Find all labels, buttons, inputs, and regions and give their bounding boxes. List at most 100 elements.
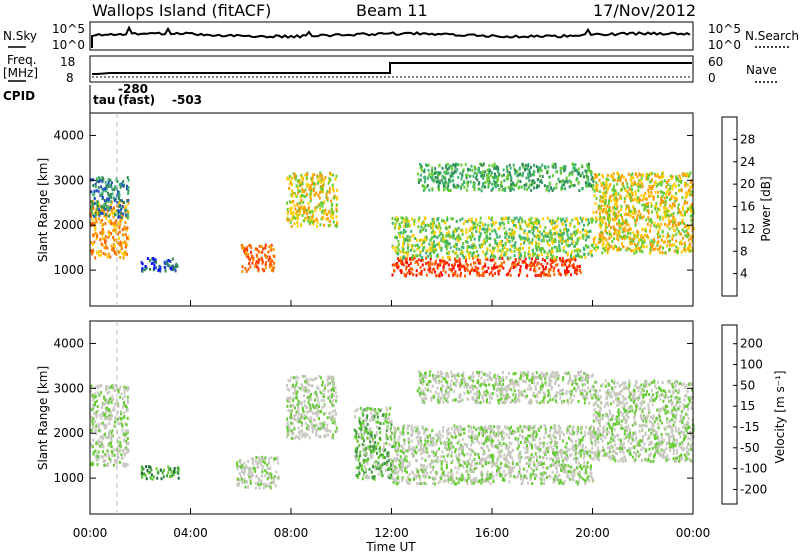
power-cell <box>113 238 116 242</box>
power-cell <box>461 253 464 257</box>
velocity-cell <box>113 463 115 467</box>
velocity-cell <box>122 411 125 415</box>
power-cell <box>589 250 592 254</box>
velocity-cell <box>323 420 326 424</box>
velocity-cell <box>316 399 319 403</box>
power-cell <box>573 225 576 229</box>
power-cell <box>92 233 95 237</box>
power-cell <box>443 260 446 264</box>
power-cell <box>619 222 622 226</box>
cpid-value: -503 <box>172 93 202 107</box>
velocity-cell <box>415 445 418 449</box>
velocity-cell <box>92 452 95 456</box>
power-cell <box>669 187 671 191</box>
velocity-cell <box>322 389 325 392</box>
power-cell <box>457 264 459 268</box>
power-cell <box>676 250 679 254</box>
power-cell <box>591 176 594 180</box>
power-cell <box>511 228 514 232</box>
power-cell <box>651 210 654 214</box>
power-cell <box>489 232 492 236</box>
power-cell <box>446 243 449 247</box>
power-cell <box>630 249 633 253</box>
power-cell <box>634 234 637 238</box>
power-cell <box>466 220 469 223</box>
velocity-cell <box>99 444 102 448</box>
velocity-cell <box>379 445 381 449</box>
power-cell <box>331 183 334 187</box>
power-cell <box>505 177 508 181</box>
power-cell <box>419 229 422 233</box>
velocity-cell <box>311 423 314 427</box>
power-cell <box>553 221 556 225</box>
power-cell <box>164 269 167 273</box>
power-cell <box>572 266 575 269</box>
power-cell <box>477 253 480 257</box>
power-cell <box>528 241 531 245</box>
power-cell <box>533 181 536 185</box>
velocity-cell <box>372 476 375 480</box>
velocity-cell <box>389 465 392 469</box>
velocity-cell <box>320 376 322 380</box>
power-cell <box>100 185 103 189</box>
power-cell <box>531 225 533 229</box>
power-cell <box>410 271 413 275</box>
power-cell <box>99 192 102 196</box>
power-cell <box>683 222 686 225</box>
power-cell <box>424 262 427 265</box>
power-cell <box>594 202 597 206</box>
power-cell <box>490 253 493 257</box>
power-cell <box>534 240 537 244</box>
power-cell <box>254 247 257 251</box>
power-cell <box>548 175 551 179</box>
power-colorbar-label: Power [dB] <box>759 176 773 241</box>
velocity-cell <box>122 433 125 437</box>
velocity-cell <box>274 457 277 461</box>
power-cell <box>519 252 522 256</box>
power-cell <box>608 199 610 203</box>
velocity-cell <box>386 427 389 431</box>
power-cell <box>466 181 469 185</box>
power-cell <box>442 234 444 237</box>
power-cell <box>657 222 660 226</box>
velocity-cell <box>115 461 118 465</box>
velocity-cell <box>390 467 393 471</box>
velocity-cell <box>370 407 373 411</box>
velocity-cell <box>295 410 298 414</box>
power-cell <box>124 250 127 254</box>
power-cell <box>110 232 112 236</box>
power-cell <box>521 174 524 178</box>
power-cell <box>593 176 596 180</box>
power-cell <box>241 245 244 249</box>
power-cell <box>643 203 646 207</box>
power-cell <box>522 171 525 175</box>
power-cell <box>632 249 635 253</box>
velocity-cell <box>121 424 124 428</box>
velocity-cell <box>257 456 260 460</box>
power-cell <box>523 231 525 235</box>
power-cell <box>419 253 422 257</box>
velocity-cell <box>91 398 94 402</box>
velocity-cell <box>572 448 575 452</box>
power-cell <box>124 227 127 231</box>
power-cell <box>654 174 657 178</box>
power-cell <box>532 179 535 183</box>
power-cell <box>481 185 484 189</box>
power-cell <box>523 251 526 255</box>
power-cell <box>322 216 325 220</box>
power-cell <box>576 219 579 223</box>
power-cell <box>500 180 503 184</box>
power-cell <box>575 254 578 258</box>
velocity-cell <box>96 405 99 408</box>
power-cell <box>582 228 584 232</box>
power-cell <box>317 181 319 185</box>
power-cell <box>656 223 659 227</box>
power-cell <box>630 182 633 186</box>
velocity-cell <box>375 413 378 417</box>
velocity-cell <box>127 442 130 446</box>
velocity-cell <box>170 469 173 473</box>
velocity-cell <box>113 424 115 428</box>
power-cell <box>664 240 667 244</box>
power-cell <box>659 201 662 205</box>
power-cell <box>681 218 684 222</box>
